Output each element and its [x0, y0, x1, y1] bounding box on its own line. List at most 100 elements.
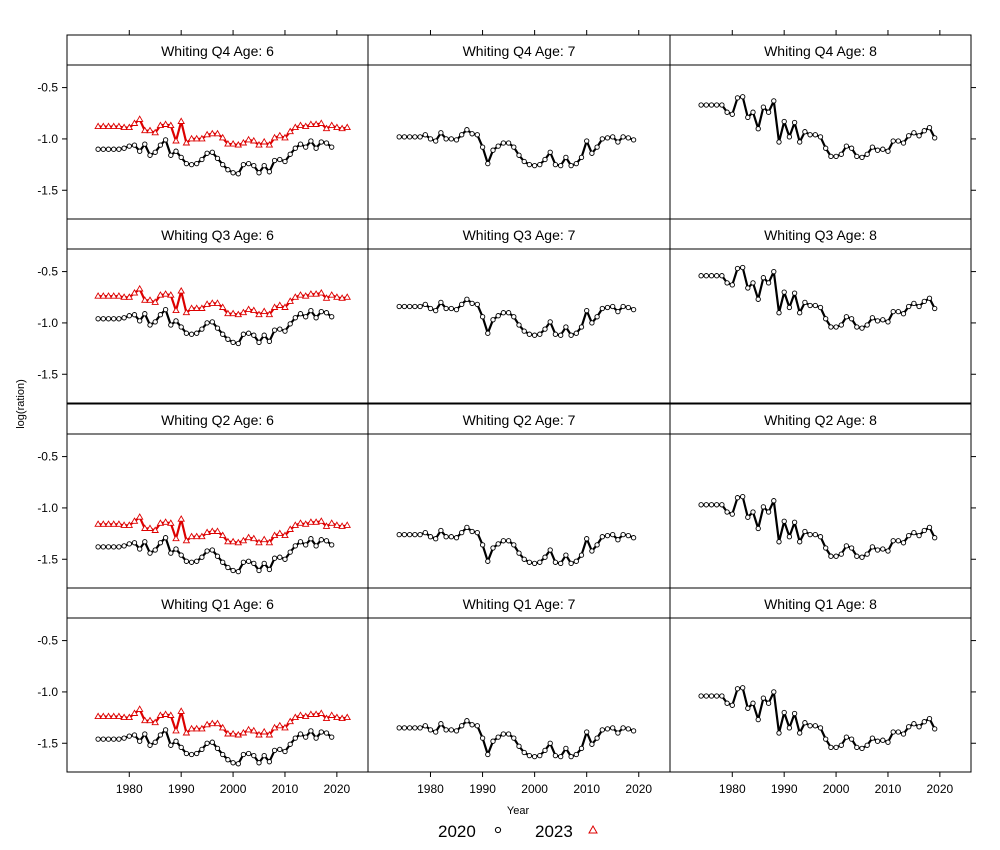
data-point-2020 — [926, 524, 933, 531]
y-tick-label: -1.5 — [37, 367, 58, 381]
panel: Whiting Q2 Age: 8 — [669, 403, 972, 589]
data-point-2020 — [443, 727, 449, 733]
panel-frame — [669, 617, 972, 773]
data-point-2020 — [926, 715, 933, 722]
data-point-2020 — [584, 536, 590, 542]
data-point-2020 — [719, 693, 725, 699]
data-point-2023 — [135, 513, 144, 520]
data-point-2020 — [116, 146, 122, 152]
data-point-2020 — [256, 760, 262, 766]
data-point-2020 — [765, 280, 772, 286]
data-point-2020 — [313, 735, 319, 741]
data-point-2023 — [130, 517, 139, 524]
series-line-2020 — [98, 536, 333, 573]
data-point-2023 — [291, 123, 300, 131]
data-point-2020 — [131, 732, 138, 738]
data-point-2020 — [157, 540, 164, 546]
data-point-2020 — [573, 751, 579, 758]
data-point-2023 — [187, 134, 196, 142]
data-point-2020 — [240, 751, 247, 758]
data-point-2020 — [178, 744, 184, 751]
data-point-2023 — [250, 726, 258, 734]
data-point-2020 — [900, 311, 907, 317]
data-point-2020 — [729, 511, 735, 517]
data-point-2023 — [312, 518, 320, 525]
data-point-2020 — [147, 322, 153, 328]
data-point-2020 — [630, 306, 637, 313]
data-point-2020 — [760, 504, 767, 510]
data-point-2020 — [552, 161, 559, 168]
data-point-2020 — [111, 736, 117, 742]
data-point-2020 — [422, 132, 428, 138]
data-point-2023 — [104, 122, 113, 130]
data-point-2023 — [182, 728, 191, 736]
data-point-2020 — [303, 314, 309, 320]
data-point-2020 — [282, 748, 288, 755]
data-point-2020 — [906, 133, 912, 139]
data-point-2020 — [869, 544, 876, 550]
data-point-2020 — [724, 509, 730, 515]
data-point-2023 — [198, 724, 206, 732]
panel: Whiting Q4 Age: 7 — [367, 34, 671, 220]
data-point-2020 — [209, 547, 215, 553]
data-point-2020 — [162, 535, 169, 541]
data-point-2020 — [479, 735, 486, 741]
data-point-2020 — [407, 531, 413, 538]
panel-strip — [669, 218, 972, 250]
data-point-2020 — [719, 273, 725, 279]
data-point-2020 — [194, 330, 200, 336]
data-point-2020 — [121, 315, 127, 321]
data-point-2020 — [864, 151, 870, 157]
data-point-2020 — [251, 332, 257, 338]
data-point-2020 — [453, 306, 460, 313]
data-point-2020 — [729, 111, 735, 117]
panel: Whiting Q4 Age: 8 — [669, 34, 972, 220]
data-point-2020 — [776, 139, 782, 145]
data-point-2020 — [308, 536, 314, 542]
data-point-2020 — [459, 301, 465, 308]
data-point-2020 — [240, 161, 247, 168]
data-point-2020 — [817, 304, 824, 311]
data-point-2020 — [105, 736, 112, 742]
data-point-2020 — [152, 739, 158, 745]
data-point-2020 — [433, 307, 439, 314]
data-point-2020 — [869, 144, 876, 150]
data-point-2020 — [459, 132, 465, 138]
data-point-2023 — [109, 520, 118, 527]
data-point-2020 — [407, 134, 413, 140]
data-point-2020 — [111, 146, 117, 152]
series-line-2020 — [399, 526, 635, 565]
data-point-2023 — [177, 117, 185, 124]
data-point-2020 — [271, 747, 278, 754]
data-point-2020 — [911, 529, 917, 536]
data-point-2023 — [239, 308, 248, 316]
data-point-2020 — [900, 140, 907, 146]
panel-title: Whiting Q2 Age: 8 — [764, 412, 877, 428]
data-point-2023 — [135, 115, 144, 122]
data-point-2020 — [464, 296, 470, 302]
y-tick-label: -0.5 — [37, 81, 58, 95]
data-point-2023 — [244, 725, 253, 733]
data-point-2023 — [312, 120, 320, 127]
data-point-2020 — [791, 710, 798, 717]
data-point-2023 — [327, 291, 336, 298]
data-point-2020 — [230, 170, 236, 176]
data-point-2023 — [94, 292, 102, 299]
data-point-2020 — [797, 539, 803, 545]
data-point-2020 — [833, 153, 839, 160]
legend-marker-2023 — [588, 824, 598, 834]
data-point-2020 — [740, 264, 746, 271]
data-point-2020 — [864, 742, 870, 748]
data-point-2023 — [265, 140, 274, 148]
data-point-2020 — [100, 316, 106, 322]
data-point-2023 — [244, 533, 253, 541]
data-point-2020 — [537, 752, 543, 759]
data-point-2023 — [94, 122, 102, 130]
data-point-2020 — [292, 735, 298, 741]
data-point-2020 — [230, 339, 236, 346]
data-point-2023 — [120, 293, 128, 300]
data-point-2020 — [573, 160, 579, 167]
data-point-2023 — [234, 538, 243, 546]
data-point-2020 — [204, 320, 210, 326]
